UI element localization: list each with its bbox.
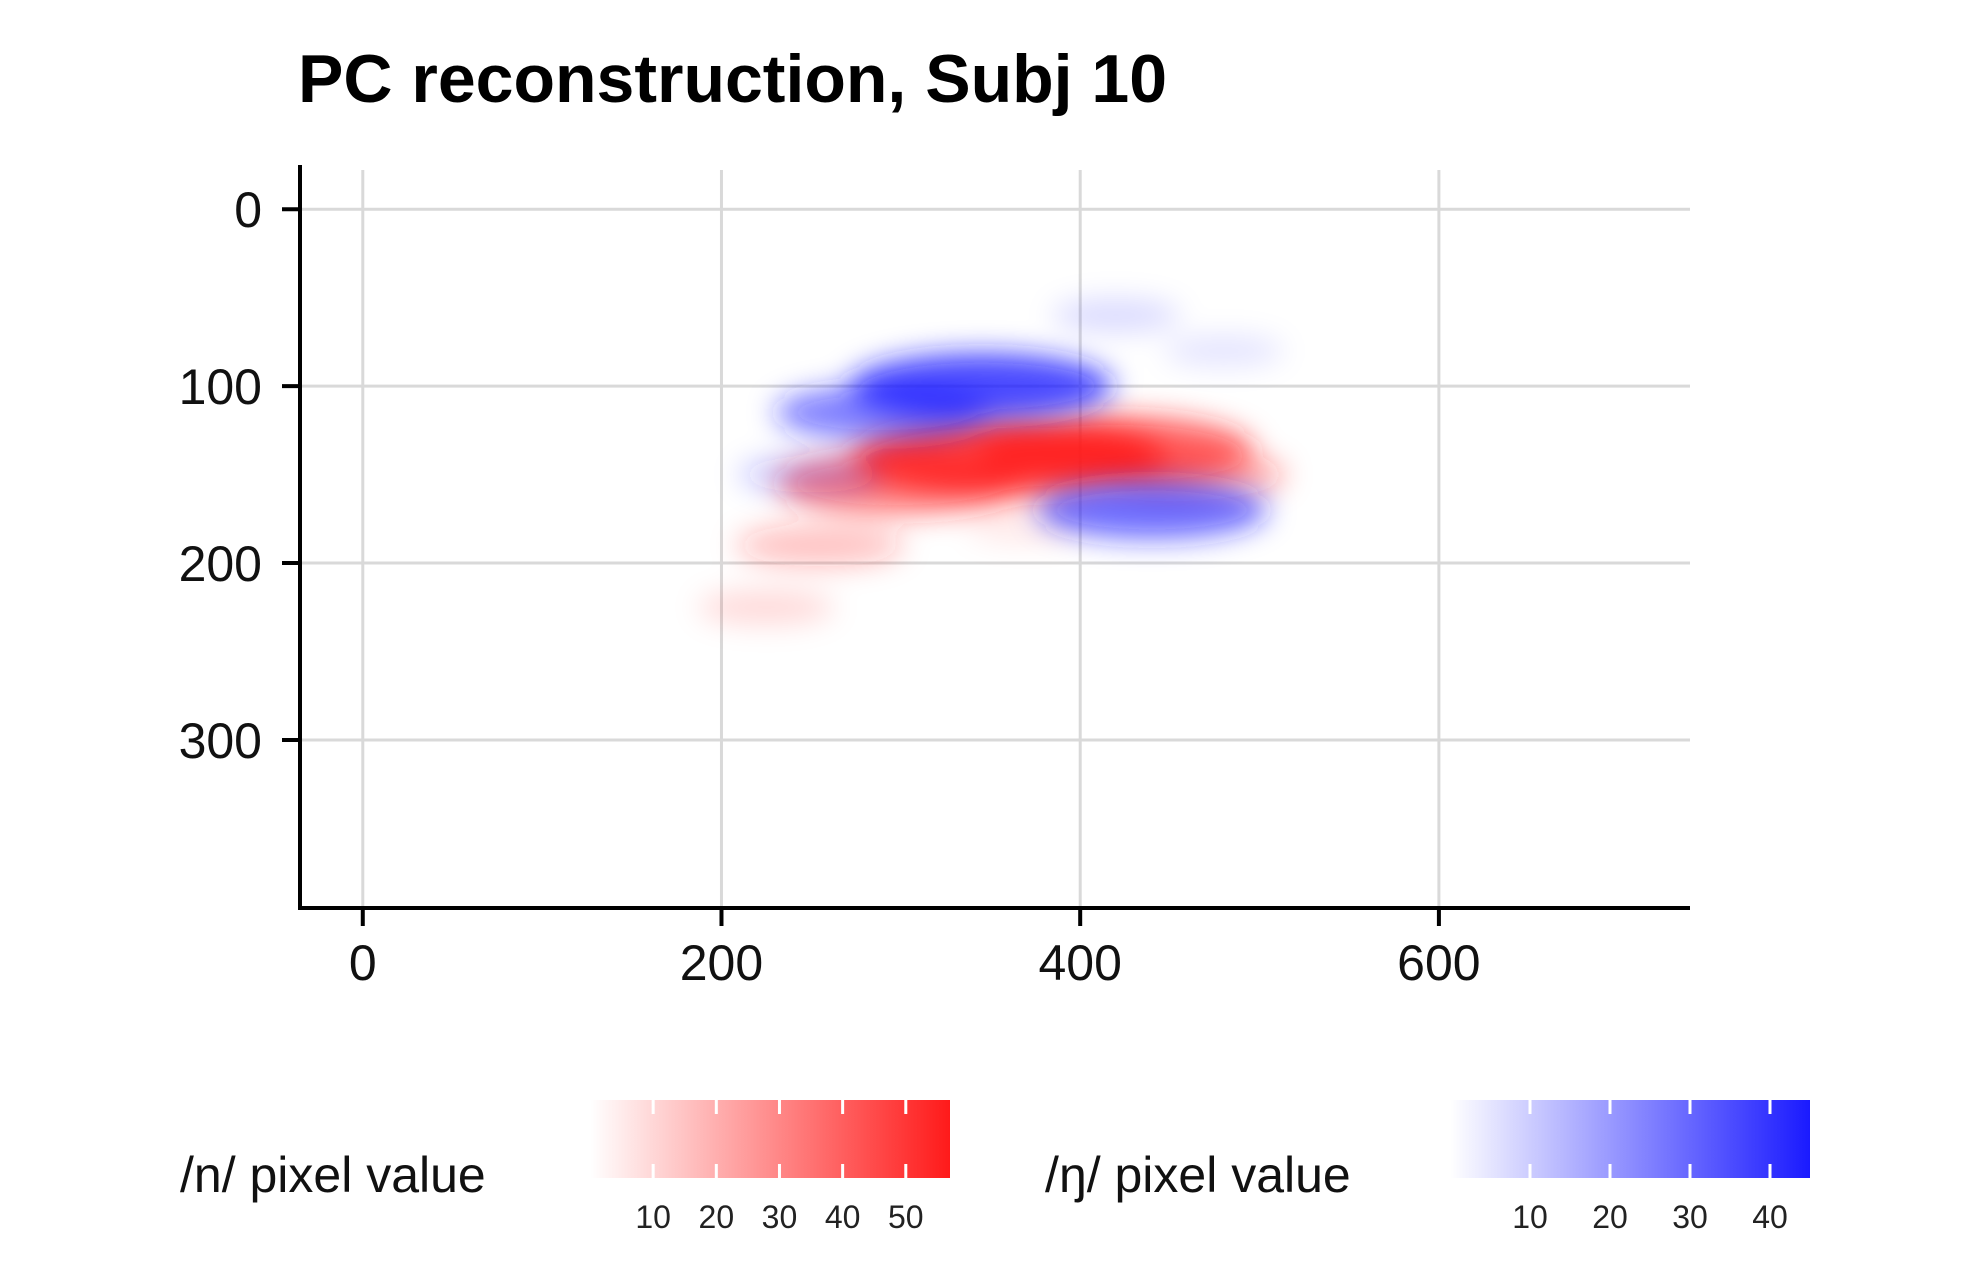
- colorbar-tick-label: 50: [888, 1199, 924, 1235]
- legend-item-2: /ŋ/ pixel value 10 20 30 40: [1045, 1100, 1810, 1235]
- heatmap-blob: [1163, 335, 1284, 366]
- x-tick-label: 600: [1397, 935, 1480, 991]
- colorbar-tick-label: 20: [1592, 1199, 1628, 1235]
- axis-layer: 0 100 200 300 0 200 400 600: [179, 165, 1690, 991]
- legend-item-1: /n/ pixel value 10 20 30 40 50: [180, 1100, 950, 1235]
- legend-title: /ŋ/ pixel value: [1045, 1147, 1351, 1203]
- x-tick-label: 0: [349, 935, 377, 991]
- colorbar-tick-label: 40: [825, 1199, 861, 1235]
- y-tick-label: 0: [234, 182, 262, 238]
- heatmap-series-2: [739, 299, 1284, 539]
- colorbar: [590, 1100, 950, 1178]
- heatmap-blob: [1051, 299, 1181, 332]
- legend-title: /n/ pixel value: [180, 1147, 486, 1203]
- legend: /n/ pixel value 10 20 30 40 50/ŋ/ pixel value…: [180, 1100, 1810, 1235]
- heatmap-blob: [1036, 481, 1268, 539]
- colorbar-tick-label: 10: [1512, 1199, 1548, 1235]
- heatmap-blob: [698, 590, 835, 625]
- colorbar-tick-label: 10: [635, 1199, 671, 1235]
- colorbar-tick-label: 30: [1672, 1199, 1708, 1235]
- heatmap-blob: [775, 385, 991, 440]
- heatmap-blob: [736, 524, 905, 567]
- heatmap-blob: [739, 456, 884, 493]
- x-tick-label: 400: [1038, 935, 1121, 991]
- colorbar-tick-label: 20: [699, 1199, 735, 1235]
- colorbar: [1450, 1100, 1810, 1178]
- y-tick-label: 200: [179, 536, 262, 592]
- x-tick-label: 200: [680, 935, 763, 991]
- y-tick-label: 100: [179, 359, 262, 415]
- colorbar-tick-label: 40: [1752, 1199, 1788, 1235]
- y-tick-label: 300: [179, 713, 262, 769]
- heatmap-series-1: [698, 415, 1286, 625]
- heatmap-layer: [698, 299, 1286, 625]
- chart-title: PC reconstruction, Subj 10: [298, 41, 1167, 117]
- colorbar-tick-label: 30: [762, 1199, 798, 1235]
